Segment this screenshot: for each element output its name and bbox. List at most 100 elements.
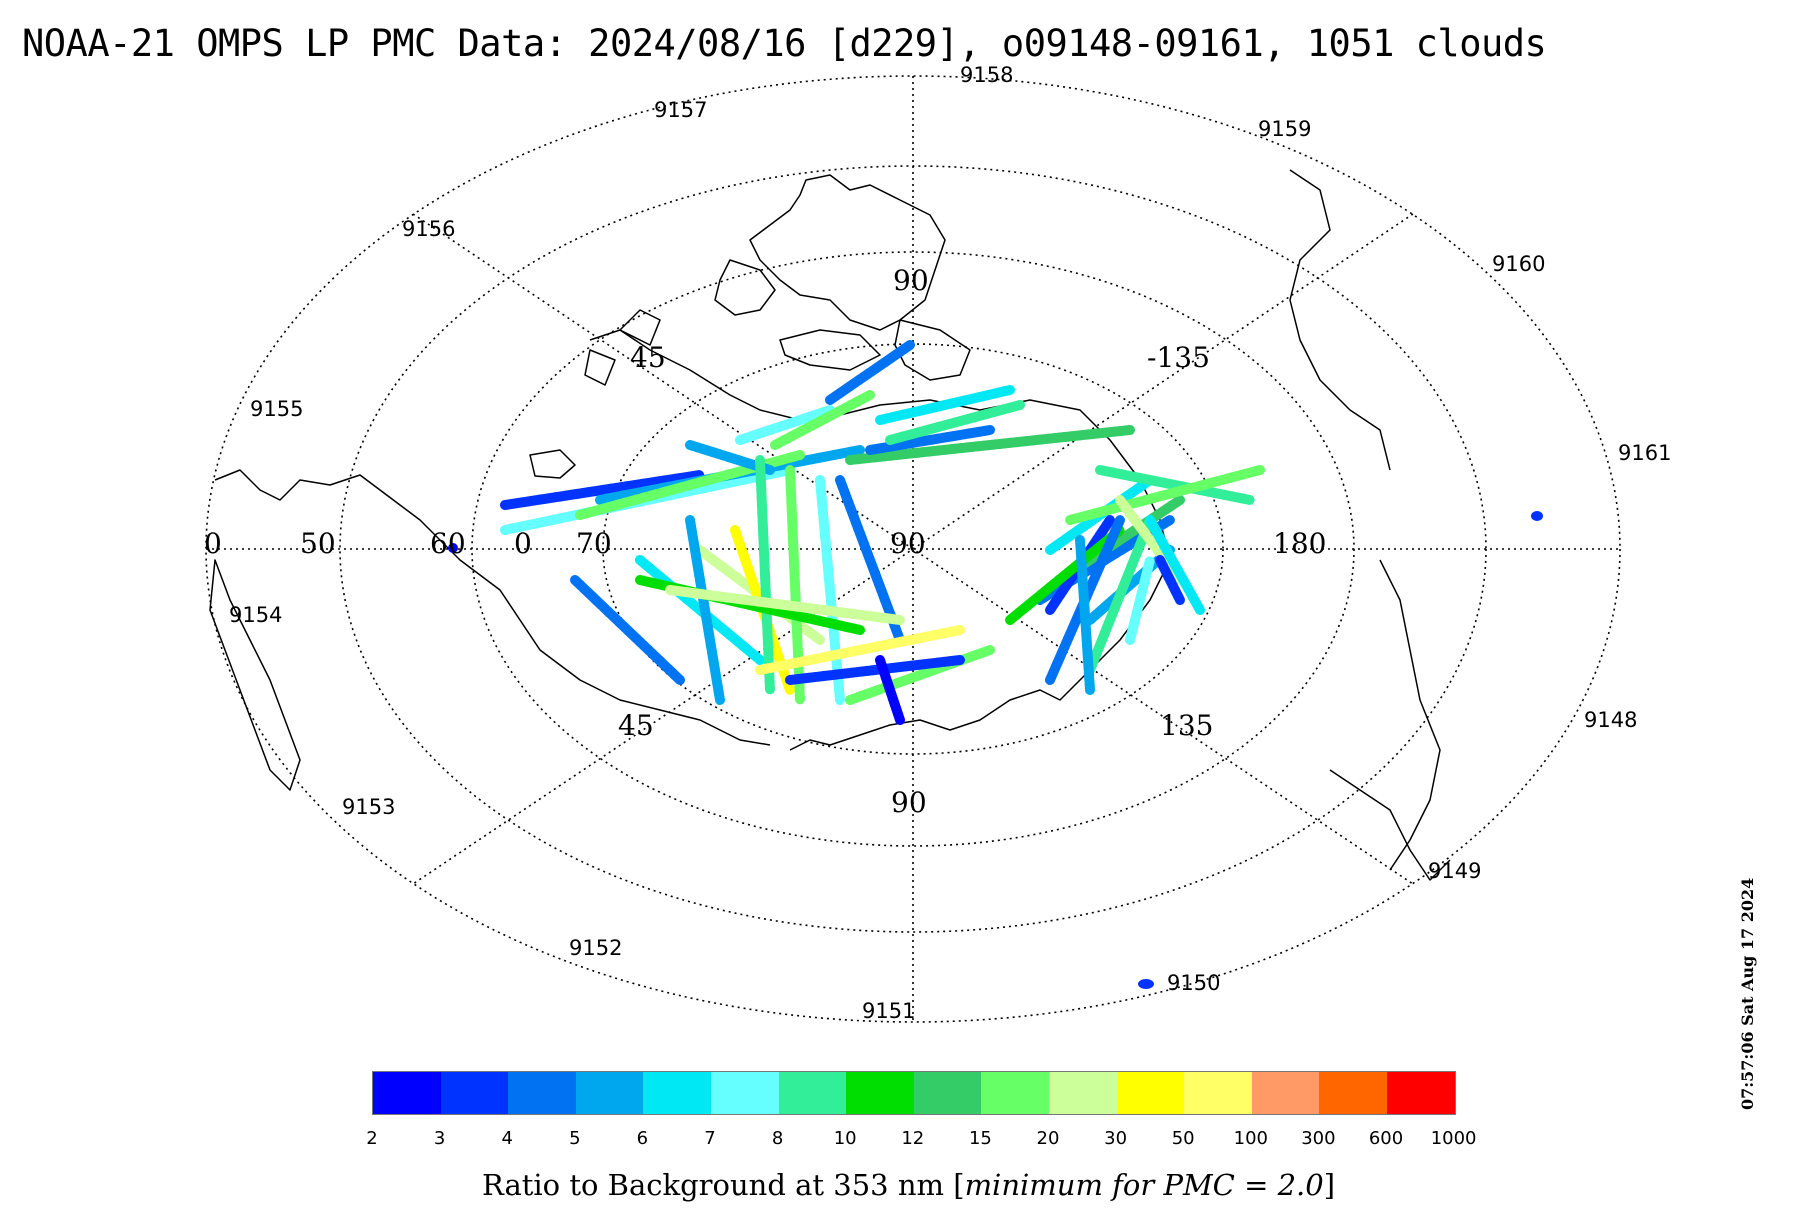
- pmc-track: [845, 645, 995, 705]
- pmc-track: [1115, 495, 1185, 585]
- grid-label: 0: [204, 527, 222, 560]
- pmc-track: [845, 425, 1135, 465]
- grid-label: 45: [630, 341, 666, 374]
- orbit-label: 9160: [1492, 252, 1545, 276]
- colorbar-cell: [1251, 1072, 1320, 1114]
- isolated-pmc-points: [448, 511, 1543, 989]
- grid-label: -135: [1147, 341, 1210, 374]
- pmc-point-east: [1531, 511, 1543, 521]
- pmc-track: [825, 340, 915, 405]
- pmc-track: [1125, 555, 1155, 645]
- colorbar-tick-label: 12: [901, 1128, 925, 1149]
- colorbar-cell: [1116, 1072, 1185, 1114]
- colorbar-cell: [846, 1072, 914, 1114]
- colorbar-tick-label: 100: [1233, 1128, 1268, 1149]
- colorbar-cell: [373, 1072, 441, 1114]
- colorbar-tick-label: 4: [501, 1128, 513, 1149]
- grid-label: 0: [514, 527, 532, 560]
- orbit-label: 9157: [654, 98, 707, 122]
- latitude-circle-outer: [205, 75, 1621, 1023]
- orbit-label: 9156: [402, 217, 455, 241]
- alaska-coast: [1289, 169, 1391, 471]
- greenland-coast: [749, 174, 946, 331]
- colorbar-cell: [981, 1072, 1049, 1114]
- orbit-label: 9155: [250, 397, 303, 421]
- colorbar-tick-label: 7: [704, 1128, 716, 1149]
- grid-label: 50: [300, 527, 336, 560]
- grid-label: 135: [1160, 709, 1213, 742]
- pmc-track: [1075, 535, 1095, 695]
- colorbar-cell: [440, 1072, 509, 1114]
- generation-timestamp: 07:57:06 Sat Aug 17 2024: [1738, 877, 1757, 1110]
- pmc-track: [770, 390, 875, 450]
- canada-mainland: [584, 309, 661, 386]
- orbit-label: 9151: [862, 999, 915, 1023]
- grid-labels: 90 45 -135 0 50 60 0 70 90 180 45 135 90: [204, 264, 1326, 819]
- pmc-track: [875, 655, 905, 725]
- pmc-track: [665, 585, 905, 625]
- colorbar-tick-label: 3: [433, 1128, 446, 1149]
- pmc-track: [785, 655, 965, 685]
- orbit-label: 9150: [1167, 971, 1220, 995]
- colorbar-tick-label: 5: [569, 1128, 581, 1149]
- orbit-label: 9161: [1618, 441, 1671, 465]
- colorbar-tick-label: 8: [771, 1128, 784, 1149]
- orbit-label: 9154: [229, 603, 282, 627]
- pmc-track: [865, 425, 995, 455]
- colorbar-label-italic: minimum for PMC = 2.0: [964, 1168, 1324, 1202]
- colorbar-label-suffix: ]: [1323, 1168, 1336, 1202]
- japan-coast: [1329, 769, 1451, 881]
- orbit-label: 9152: [569, 936, 622, 960]
- coastlines: [209, 169, 1451, 881]
- colorbar-tick-label: 10: [833, 1128, 857, 1149]
- colorbar-tick-label: 30: [1104, 1128, 1128, 1149]
- meridian-diagonal-2: [412, 213, 1414, 885]
- pmc-track: [500, 470, 705, 510]
- eurasia-coast: [214, 469, 771, 746]
- pmc-track: [1005, 525, 1125, 625]
- pmc-track: [875, 385, 1015, 425]
- grid-label: 90: [890, 527, 926, 560]
- colorbar-tick-label: 1000: [1430, 1128, 1477, 1149]
- pmc-track: [1095, 465, 1255, 505]
- grid-label: 70: [576, 527, 612, 560]
- colorbar-tick-label: 50: [1171, 1128, 1195, 1149]
- pmc-track: [815, 475, 845, 705]
- orbit-label: 9159: [1258, 117, 1311, 141]
- orbit-label: 9149: [1428, 859, 1481, 883]
- pmc-track: [755, 455, 775, 695]
- colorbar-cell: [1048, 1072, 1117, 1114]
- north-america-coast: [589, 329, 1171, 751]
- colorbar-tick-label: 15: [968, 1128, 992, 1149]
- colorbar-cell: [1386, 1072, 1455, 1114]
- scandinavia-coast: [209, 559, 301, 791]
- colorbar-cell: [1319, 1072, 1387, 1114]
- colorbar-tick-label: 6: [636, 1128, 649, 1149]
- colorbar-cell: [575, 1072, 644, 1114]
- colorbar-tick-label: 20: [1036, 1128, 1060, 1149]
- colorbar-cell: [508, 1072, 576, 1114]
- colorbar: [372, 1071, 1456, 1115]
- colorbar-cell: [1184, 1072, 1252, 1114]
- pmc-track: [755, 625, 965, 675]
- orbit-label: 9148: [1584, 708, 1637, 732]
- pmc-track: [685, 515, 725, 705]
- pmc-track: [570, 575, 685, 685]
- colorbar-tick-label: 300: [1301, 1128, 1336, 1149]
- grid-label: 60: [430, 527, 466, 560]
- colorbar-cell: [778, 1072, 847, 1114]
- kamchatka-coast: [1379, 559, 1441, 871]
- grid-label: 45: [618, 709, 654, 742]
- orbit-label: 9158: [960, 63, 1013, 87]
- pmc-track: [1155, 555, 1185, 605]
- pmc-track: [885, 400, 1025, 445]
- iceland-coast: [529, 449, 576, 479]
- map-title: NOAA-21 OMPS LP PMC Data: 2024/08/16 [d2…: [22, 22, 1547, 65]
- colorbar-cell: [913, 1072, 982, 1114]
- grid-label: 90: [893, 264, 929, 297]
- colorbar-cell: [710, 1072, 779, 1114]
- colorbar-tick-label: 600: [1368, 1128, 1404, 1149]
- pmc-track: [1085, 515, 1155, 675]
- orbit-labels: 9158 9157 9159 9156 9160 9155 9161 9154 …: [229, 63, 1671, 1023]
- pmc-track: [735, 405, 835, 445]
